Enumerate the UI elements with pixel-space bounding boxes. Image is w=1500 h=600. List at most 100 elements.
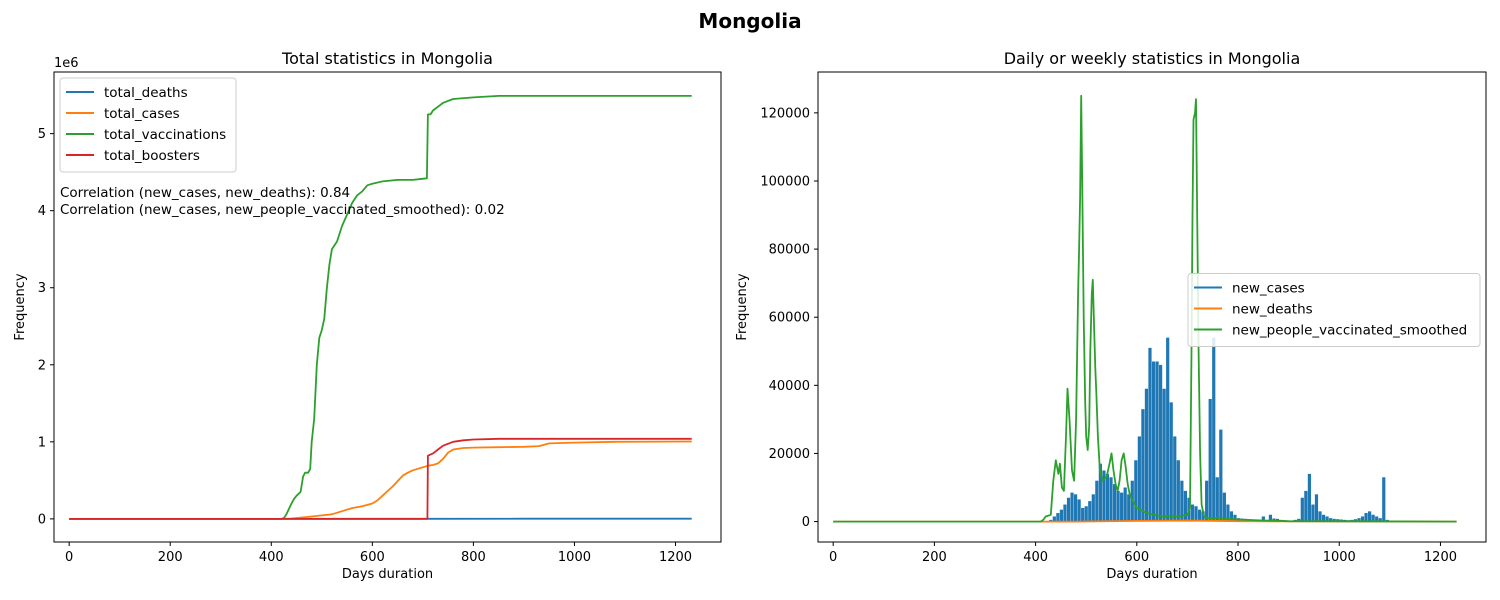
correlation-annotation: Correlation (new_cases, new_people_vacci… (60, 202, 505, 218)
bar-new-cases (1155, 361, 1159, 522)
bar-new-cases (1105, 473, 1110, 522)
correlation-annotation: Correlation (new_cases, new_deaths): 0.8… (60, 185, 350, 201)
y-tick-label: 5 (38, 127, 46, 142)
bar-new-cases (1102, 470, 1106, 522)
bar-new-cases (1364, 513, 1368, 522)
bar-new-cases (1081, 507, 1085, 522)
y-axis-label: Frequency (13, 273, 28, 340)
bar-new-cases (1137, 436, 1141, 522)
y-tick-label: 120000 (760, 106, 810, 121)
x-tick-label: 400 (259, 550, 284, 565)
x-tick-label: 1000 (1323, 550, 1356, 565)
bar-new-cases (1233, 514, 1237, 522)
bar-new-cases (1084, 506, 1088, 522)
bar-new-cases (1371, 514, 1375, 522)
bar-new-cases (1304, 490, 1308, 522)
x-tick-label: 400 (1023, 550, 1048, 565)
x-tick-label: 600 (360, 550, 385, 565)
legend-entry: new_people_vaccinated_smoothed (1232, 323, 1467, 339)
bar-new-cases (1151, 361, 1156, 522)
bar-new-cases (1219, 429, 1223, 522)
legend-entry: new_cases (1232, 281, 1305, 297)
daily-statistics-chart: Daily or weekly statistics in Mongolia 0 2… (735, 49, 1487, 582)
bar-new-cases (1162, 388, 1166, 522)
bar-new-cases (1159, 364, 1163, 522)
bar-new-cases (1127, 494, 1131, 522)
legend-box (59, 77, 237, 173)
bar-new-cases (1329, 518, 1333, 522)
axes-frame (53, 71, 722, 543)
y-tick-label: 4 (38, 204, 46, 219)
chart-title: Total statistics in Mongolia (281, 49, 493, 68)
legend: total_deaths total_cases total_vaccination… (59, 77, 237, 173)
series-line-total-vaccinations (69, 95, 692, 520)
bar-new-cases (1088, 501, 1092, 522)
bar-new-cases (1176, 460, 1180, 522)
bar-new-cases (1148, 347, 1152, 522)
x-tick-label: 1200 (1424, 550, 1457, 565)
bar-new-cases (1112, 484, 1117, 522)
bar-new-cases (1095, 480, 1099, 522)
bar-new-cases (1116, 490, 1120, 522)
bar-new-cases (1297, 518, 1301, 522)
bar-new-cases (1091, 494, 1095, 522)
bar-new-cases (1134, 460, 1138, 522)
bar-new-cases (1056, 513, 1060, 522)
bar-new-cases (1166, 337, 1170, 522)
bar-new-cases (1201, 511, 1205, 522)
bar-new-cases (1378, 518, 1382, 522)
bar-new-cases (1226, 504, 1230, 522)
bar-new-cases (1098, 463, 1102, 522)
bar-new-cases (1073, 494, 1078, 522)
legend-box (1187, 273, 1481, 347)
series-line-new-people-vaccinated-smoothed (833, 94, 1457, 523)
x-tick-label: 0 (829, 550, 837, 565)
y-tick-label: 40000 (769, 379, 810, 394)
bar-new-cases (1077, 499, 1081, 522)
bar-new-cases (1357, 518, 1361, 522)
bar-new-cases (1173, 436, 1177, 522)
y-tick-label: 100000 (760, 174, 810, 189)
y-tick-label: 20000 (769, 447, 810, 462)
x-axis-label: Days duration (342, 567, 433, 582)
legend-entry: total_deaths (104, 85, 188, 101)
x-tick-label: 200 (158, 550, 183, 565)
bar-new-cases (1268, 514, 1273, 522)
bar-new-cases (1336, 519, 1340, 522)
bar-new-cases (1208, 398, 1212, 522)
x-tick-label: 800 (1226, 550, 1251, 565)
y-axis-label: Frequency (735, 273, 750, 340)
bar-new-cases (1070, 492, 1074, 522)
bar-new-cases (1325, 516, 1329, 522)
x-tick-label: 1200 (659, 550, 692, 565)
bar-new-cases (1215, 477, 1219, 522)
y-scale-offset-label: 1e6 (54, 56, 79, 71)
bar-new-cases (1311, 504, 1315, 522)
bar-new-cases (1205, 480, 1209, 522)
y-tick-label: 1 (38, 435, 46, 450)
x-tick-label: 200 (922, 550, 947, 565)
y-tick-label: 0 (38, 512, 46, 527)
bar-new-cases (1180, 480, 1184, 522)
bar-new-cases (1066, 497, 1071, 522)
bar-new-cases (1144, 388, 1149, 522)
bar-new-cases (1123, 487, 1127, 522)
figure-title: Mongolia (698, 9, 801, 33)
bar-new-cases (1382, 477, 1386, 522)
legend-entry: new_deaths (1232, 302, 1313, 318)
bar-new-cases (1321, 514, 1326, 522)
axes-frame (817, 71, 1487, 543)
bar-new-cases (1059, 509, 1064, 522)
legend-entry: total_boosters (104, 148, 200, 164)
bar-new-cases (1375, 516, 1379, 522)
y-tick-label: 60000 (769, 311, 810, 326)
plot-area (833, 94, 1457, 523)
bar-new-cases (1307, 473, 1311, 522)
x-tick-label: 800 (461, 550, 486, 565)
plot-area (69, 95, 692, 520)
bar-new-cases (1109, 477, 1113, 522)
bar-new-cases (1314, 494, 1319, 522)
bar-new-cases (1169, 402, 1173, 522)
x-axis-label: Days duration (1106, 567, 1197, 582)
bar-new-cases (1063, 504, 1067, 522)
